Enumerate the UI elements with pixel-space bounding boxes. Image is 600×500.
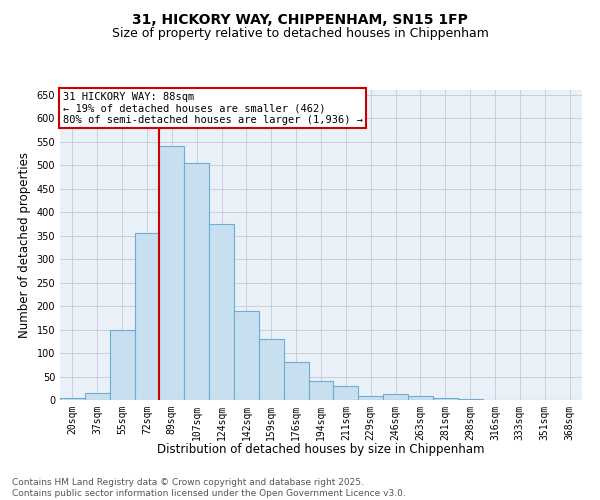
Text: Size of property relative to detached houses in Chippenham: Size of property relative to detached ho… (112, 28, 488, 40)
Bar (284, 362, 308, 400)
Bar (110, 330, 134, 400)
Text: 31, HICKORY WAY, CHIPPENHAM, SN15 1FP: 31, HICKORY WAY, CHIPPENHAM, SN15 1FP (132, 12, 468, 26)
Text: 31 HICKORY WAY: 88sqm
← 19% of detached houses are smaller (462)
80% of semi-det: 31 HICKORY WAY: 88sqm ← 19% of detached … (62, 92, 362, 124)
Bar (234, 311, 259, 400)
Bar (458, 399, 482, 400)
Bar (184, 163, 209, 400)
Bar (433, 398, 458, 400)
Bar (209, 224, 234, 400)
X-axis label: Distribution of detached houses by size in Chippenham: Distribution of detached houses by size … (157, 443, 485, 456)
Bar (134, 234, 160, 400)
Text: Contains HM Land Registry data © Crown copyright and database right 2025.
Contai: Contains HM Land Registry data © Crown c… (12, 478, 406, 498)
Bar (85, 393, 110, 400)
Bar (259, 339, 284, 400)
Bar (408, 396, 433, 400)
Bar (60, 398, 85, 400)
Bar (308, 381, 334, 400)
Bar (358, 396, 383, 400)
Bar (160, 146, 184, 400)
Y-axis label: Number of detached properties: Number of detached properties (18, 152, 31, 338)
Bar (334, 386, 358, 400)
Bar (383, 394, 408, 400)
